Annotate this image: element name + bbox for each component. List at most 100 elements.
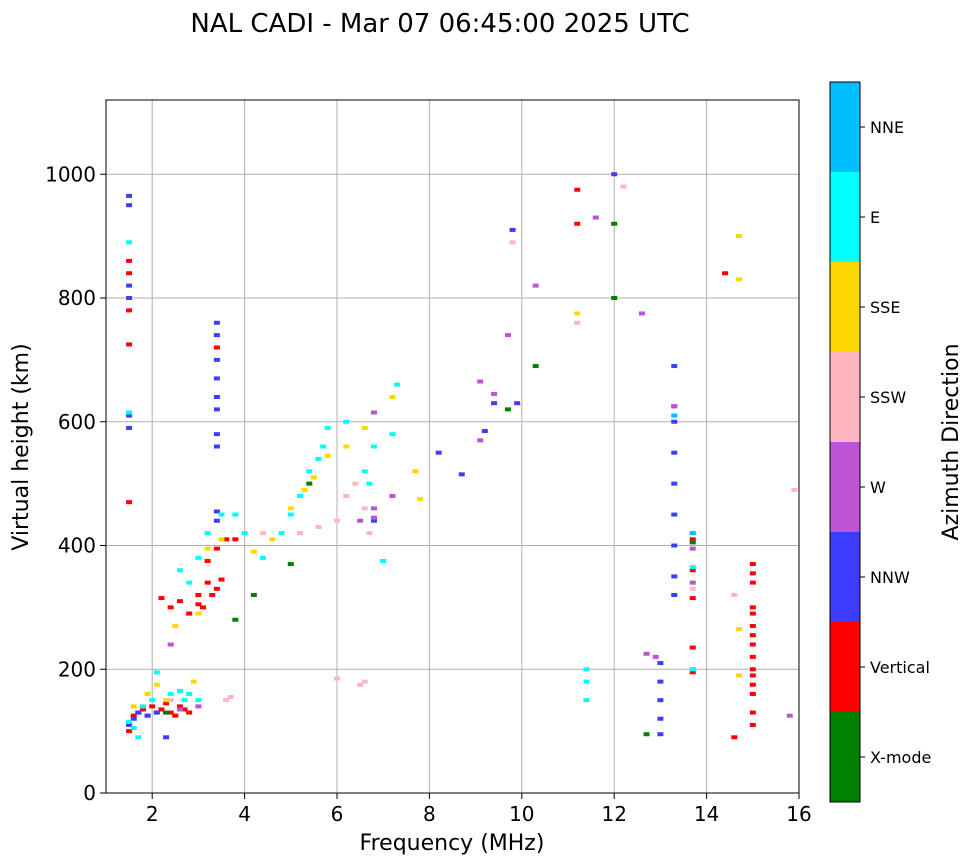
echo-point: [509, 240, 516, 245]
echo-point: [749, 722, 756, 727]
echo-point: [370, 506, 377, 511]
echo-point: [657, 716, 664, 721]
echo-point: [163, 701, 170, 706]
echo-point: [611, 296, 618, 300]
echo-point: [287, 512, 294, 517]
echo-point: [167, 698, 174, 703]
series-x-mode: [163, 221, 696, 737]
echo-point: [671, 543, 678, 548]
echo-point: [380, 558, 387, 563]
echo-point: [514, 401, 521, 406]
echo-point: [126, 240, 133, 245]
echo-point: [394, 382, 401, 387]
echo-point: [749, 682, 756, 687]
echo-point: [735, 277, 742, 282]
echo-point: [126, 193, 133, 198]
echo-point: [352, 481, 359, 486]
echo-point: [153, 670, 160, 675]
echo-point: [144, 692, 151, 696]
echo-point: [241, 531, 248, 536]
colorbar-title: Azimuth Direction: [939, 343, 964, 540]
series-nnw: [126, 172, 678, 740]
echo-point: [477, 438, 484, 443]
colorbar-segment: [830, 172, 860, 262]
series-ssw: [167, 184, 798, 703]
echo-point: [357, 518, 364, 523]
echo-point: [186, 580, 193, 585]
echo-point: [213, 509, 220, 514]
echo-point: [671, 413, 678, 418]
echo-point: [532, 283, 539, 288]
echo-point: [130, 713, 137, 718]
echo-point: [504, 333, 511, 338]
echo-point: [135, 735, 142, 740]
echo-point: [209, 593, 216, 597]
echo-point: [749, 562, 756, 567]
echo-point: [126, 722, 133, 727]
echo-point: [163, 698, 170, 703]
echo-point: [749, 605, 756, 610]
echo-point: [213, 444, 220, 449]
echo-point: [749, 571, 756, 576]
colorbar-segment: [830, 442, 860, 532]
echo-point: [223, 537, 230, 542]
y-tick-label: 1000: [45, 162, 96, 186]
echo-point: [176, 568, 183, 573]
series-w: [167, 215, 793, 718]
echo-point: [361, 506, 368, 511]
echo-point: [389, 395, 396, 399]
echo-point: [652, 654, 659, 659]
echo-point: [163, 710, 170, 715]
echo-point: [126, 413, 133, 418]
echo-point: [213, 345, 220, 350]
echo-point: [186, 611, 193, 616]
echo-point: [320, 444, 327, 449]
echo-point: [172, 623, 179, 628]
echo-point: [389, 432, 396, 437]
grid-lines: [106, 100, 800, 794]
echo-point: [324, 425, 331, 430]
echo-point: [689, 565, 696, 570]
axis-ticks: 2 4 6 8 10 12 14 16 0 200 400 600 800 1000: [45, 162, 812, 826]
echo-point: [315, 456, 322, 461]
echo-point: [126, 500, 133, 505]
echo-point: [671, 574, 678, 579]
y-tick-label: 200: [58, 657, 96, 681]
echo-point: [204, 531, 211, 536]
echo-point: [643, 732, 650, 737]
echo-point: [532, 364, 539, 369]
echo-point: [491, 401, 498, 406]
series-nne: [671, 413, 696, 536]
echo-point: [583, 698, 590, 703]
echo-point: [366, 531, 373, 536]
echo-point: [491, 391, 498, 396]
colorbar-segment: [830, 712, 860, 802]
echo-point: [611, 221, 618, 226]
echo-point: [167, 710, 174, 715]
echo-point: [620, 184, 627, 189]
echo-point: [126, 342, 133, 347]
echo-point: [389, 494, 396, 498]
colorbar-label: W: [870, 478, 886, 497]
echo-point: [213, 376, 220, 381]
echo-point: [158, 707, 165, 712]
echo-point: [657, 732, 664, 737]
y-tick-label: 800: [58, 286, 96, 310]
echo-point: [301, 487, 308, 492]
echo-point: [731, 593, 738, 597]
echo-point: [130, 726, 137, 731]
echo-point: [278, 531, 285, 536]
y-tick-label: 600: [58, 410, 96, 434]
echo-point: [749, 642, 756, 647]
echo-point: [361, 425, 368, 430]
echo-point: [749, 611, 756, 616]
x-tick-label: 12: [601, 802, 626, 826]
echo-point: [167, 692, 174, 696]
echo-point: [481, 429, 488, 434]
echo-point: [306, 481, 313, 486]
series-sse: [130, 234, 742, 709]
colorbar-label: X-mode: [870, 748, 931, 767]
echo-point: [791, 487, 798, 492]
echo-point: [126, 271, 133, 276]
echo-point: [126, 258, 133, 263]
